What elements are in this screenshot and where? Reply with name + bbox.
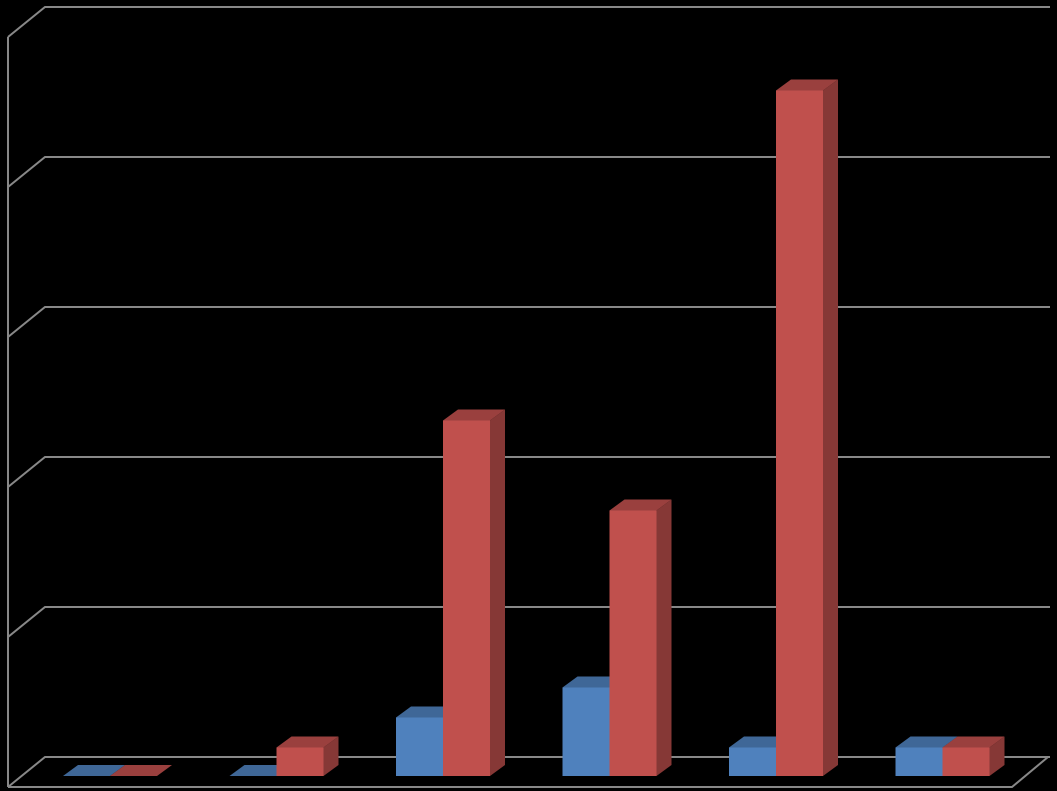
grid-line xyxy=(7,306,1050,338)
bar-top xyxy=(942,736,1005,748)
bar-top xyxy=(276,736,339,748)
bar xyxy=(729,747,776,776)
grid-line xyxy=(7,756,1050,788)
bar-top xyxy=(229,765,292,776)
bar-top xyxy=(776,79,838,91)
bar xyxy=(895,747,943,776)
bar xyxy=(562,687,610,776)
bar xyxy=(396,717,443,776)
bar-top xyxy=(63,765,125,776)
grid-line xyxy=(7,456,1050,488)
bar xyxy=(443,420,490,776)
floor xyxy=(8,756,1049,788)
bar-top xyxy=(443,409,505,421)
bar-side xyxy=(490,409,505,776)
bar-top xyxy=(562,676,625,688)
bar-side xyxy=(989,736,1005,776)
grid-line xyxy=(7,6,1050,38)
bar-top xyxy=(895,736,958,748)
bar-side xyxy=(323,736,339,776)
bar-top xyxy=(110,765,172,776)
bar xyxy=(609,510,657,776)
bar-top xyxy=(729,736,791,748)
bar xyxy=(942,747,990,776)
bar-side xyxy=(823,79,838,776)
grid-line xyxy=(7,606,1050,638)
bar-side xyxy=(656,499,672,776)
bar-top xyxy=(609,499,672,511)
bar xyxy=(776,90,823,776)
bar xyxy=(276,747,324,776)
grid-line xyxy=(7,156,1050,188)
bar-top xyxy=(396,706,458,718)
